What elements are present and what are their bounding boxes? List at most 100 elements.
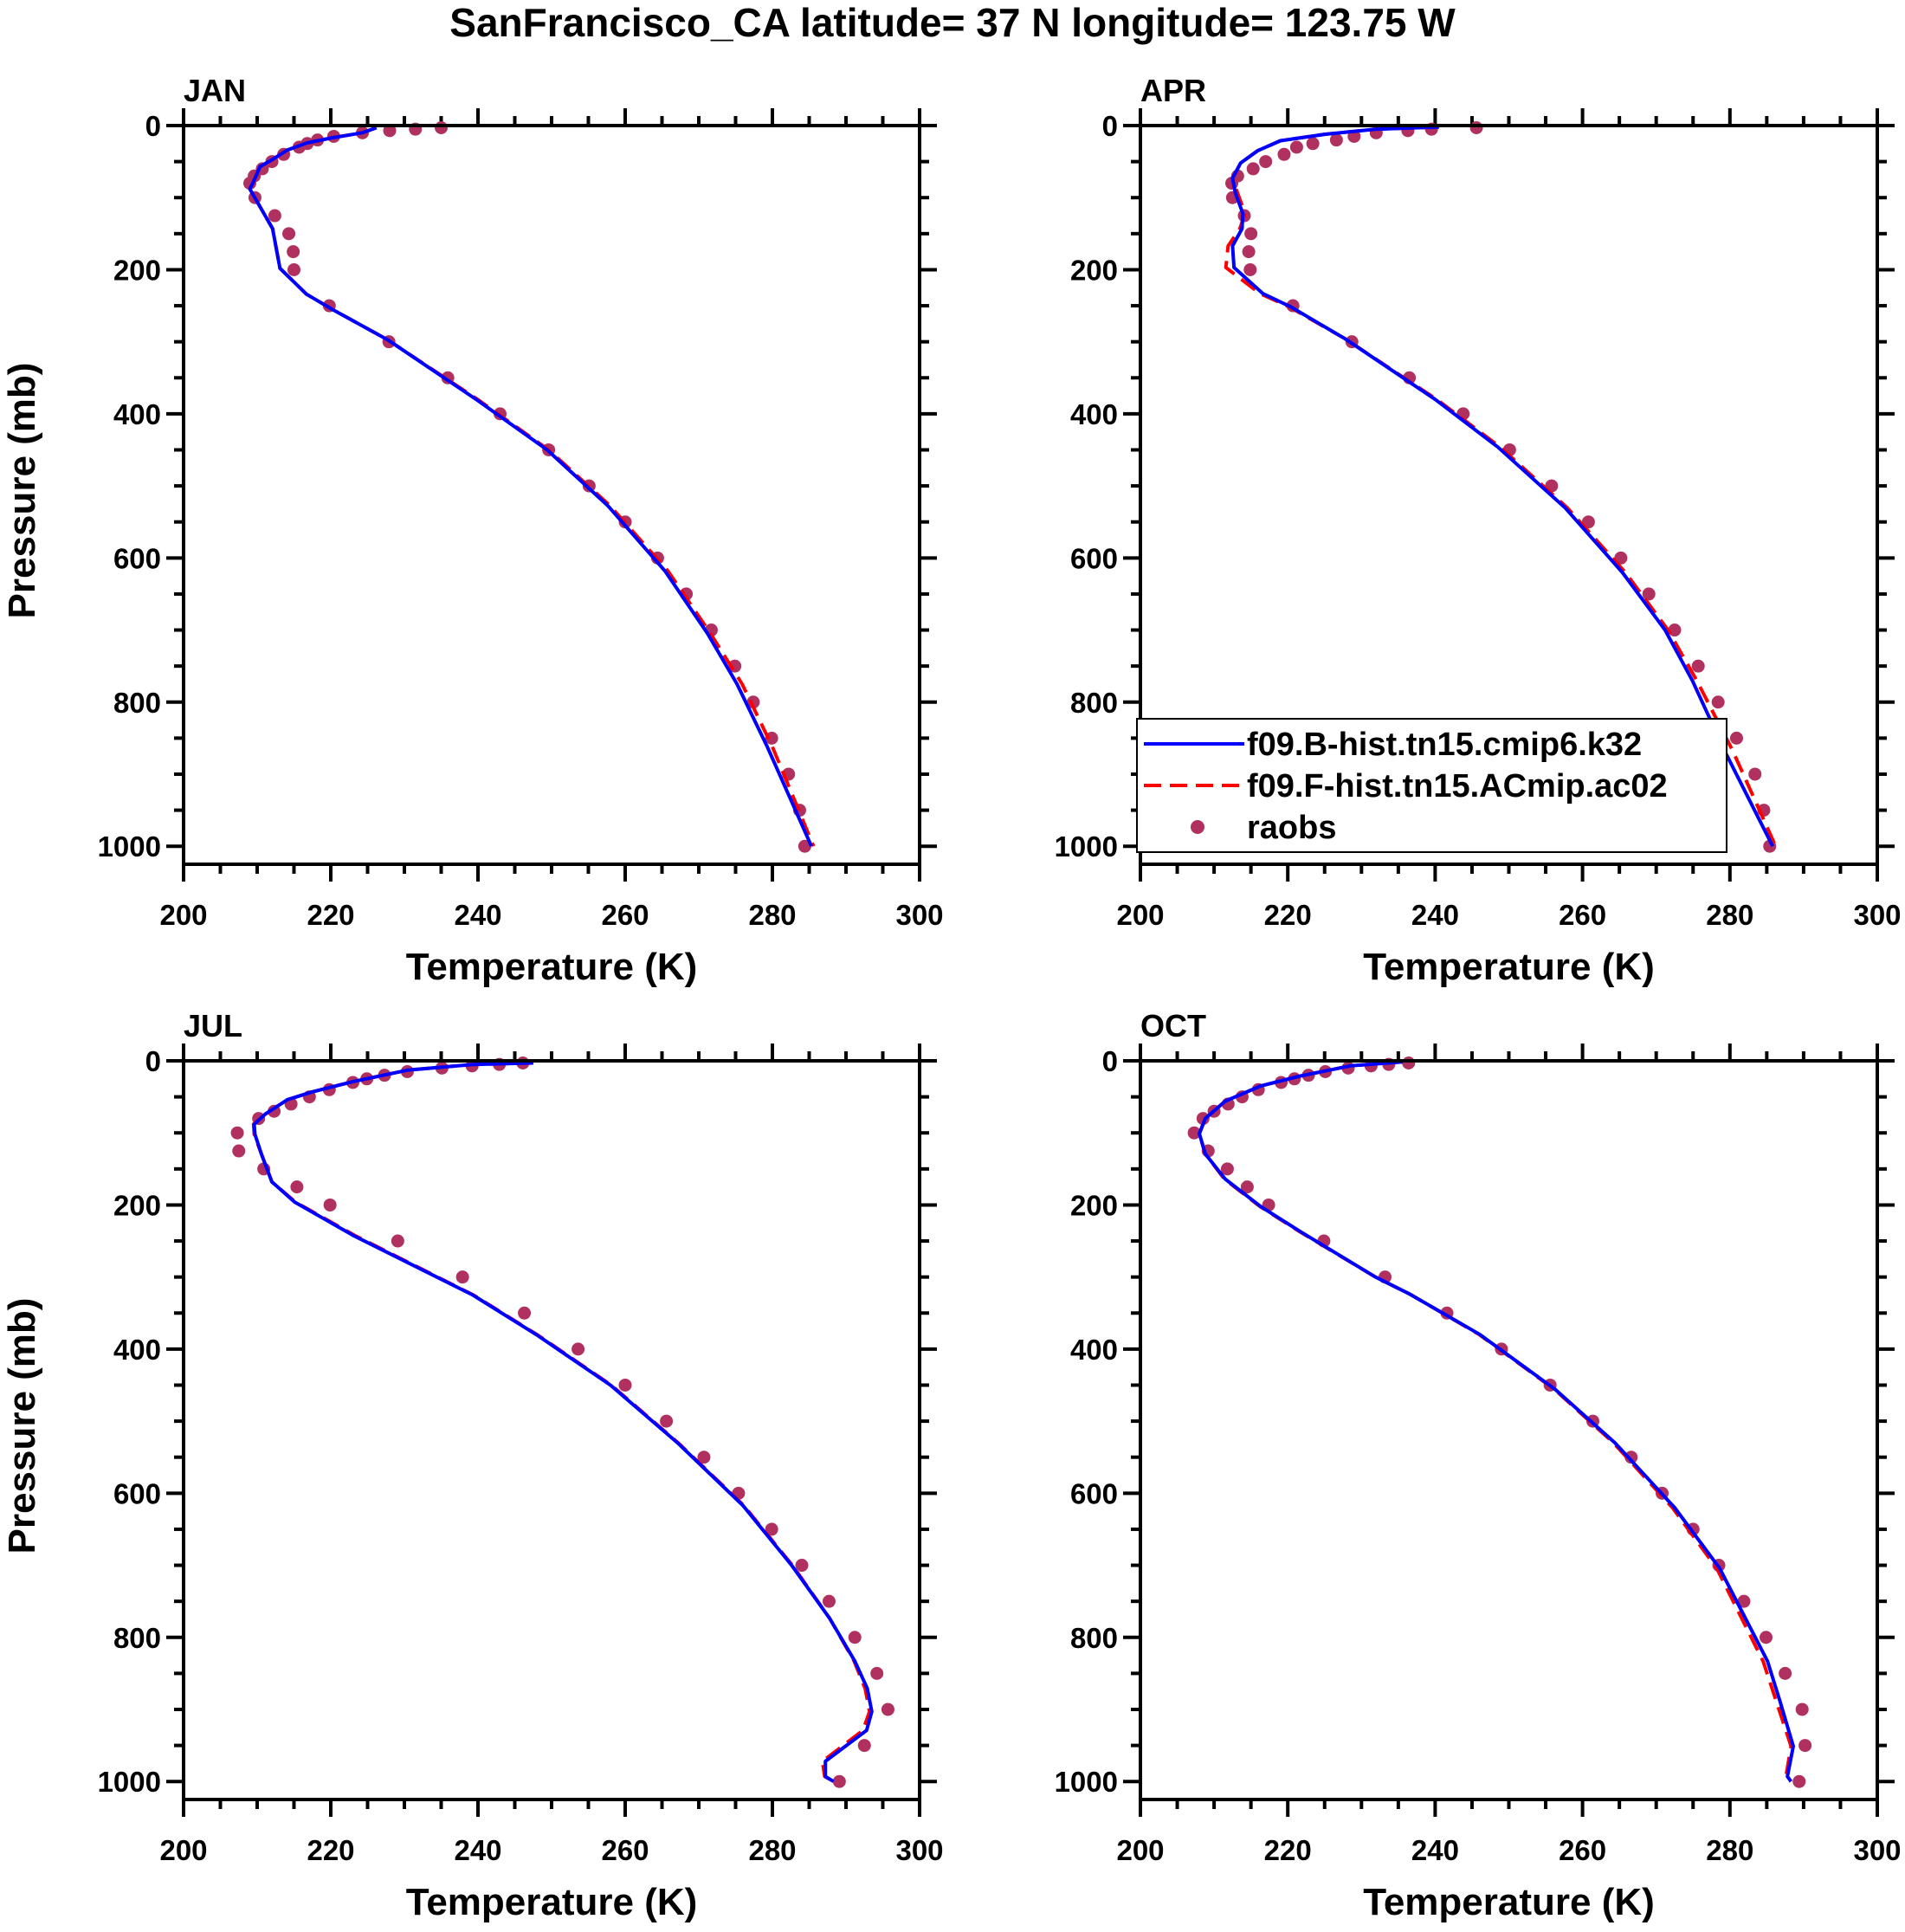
raobs-marker (1795, 1703, 1809, 1716)
x-tick-label: 280 (748, 1834, 796, 1866)
panel-label: OCT (1140, 1008, 1206, 1044)
raobs-marker (1792, 1774, 1806, 1788)
raobs-marker (1624, 1451, 1638, 1464)
plot-area (243, 120, 816, 853)
x-tick-label: 300 (1853, 1834, 1901, 1866)
y-tick-label: 800 (1070, 1622, 1118, 1654)
x-tick-label: 280 (1706, 1834, 1753, 1866)
raobs-marker (323, 1198, 337, 1212)
x-tick-label: 260 (601, 899, 649, 931)
raobs-marker (1259, 155, 1273, 169)
panel-jan: JAN 200 220 240 260 280 300 0 200 400 600 800 1000 Te… (1, 73, 944, 988)
raobs-markers (243, 120, 811, 853)
raobs-marker (822, 1594, 836, 1608)
y-tick-label: 200 (113, 1189, 161, 1221)
y-tick-label: 400 (1070, 398, 1118, 430)
y-tick-label: 0 (1102, 1045, 1118, 1077)
raobs-marker (1306, 137, 1320, 151)
y-tick-label: 200 (1070, 254, 1118, 286)
y-tick-label: 600 (113, 1477, 161, 1509)
raobs-marker (1729, 731, 1743, 745)
x-tick-label: 220 (307, 1834, 354, 1866)
raobs-marker (518, 1306, 532, 1320)
raobs-marker (848, 1631, 862, 1644)
x-tick-label: 260 (1559, 1834, 1606, 1866)
raobs-marker (1329, 133, 1343, 147)
x-tick-label: 220 (307, 899, 354, 931)
panels: JAN 200 220 240 260 280 300 0 200 400 600 800 1000 Te… (1, 73, 1902, 1923)
raobs-marker (870, 1666, 884, 1680)
tick-marks (166, 1044, 937, 1817)
y-tick-label: 400 (113, 398, 161, 430)
raobs-markers (1187, 1056, 1812, 1788)
raobs-markers (230, 1056, 894, 1788)
x-tick-label: 280 (748, 899, 796, 931)
plot-frame (1139, 1059, 1879, 1801)
raobs-marker (1242, 245, 1256, 259)
y-tick-label: 0 (145, 110, 161, 142)
raobs-marker (660, 1414, 674, 1428)
raobs-marker (1711, 695, 1725, 709)
panel-apr: APR 200 220 240 260 280 300 0 200 400 600 800 1000 Te… (1055, 73, 1902, 988)
raobs-marker (1614, 551, 1628, 565)
raobs-marker (1668, 624, 1682, 637)
raobs-marker (1244, 227, 1258, 241)
raobs-marker (1289, 140, 1303, 154)
x-axis-title: Temperature (K) (406, 946, 698, 988)
panel-label: JAN (184, 73, 246, 108)
plot-area (1224, 120, 1778, 853)
raobs-marker (1277, 147, 1291, 161)
y-tick-label: 1000 (1055, 830, 1118, 863)
raobs-marker (1642, 587, 1656, 601)
y-tick-label: 800 (113, 1622, 161, 1654)
raobs-marker (290, 1180, 304, 1194)
raobs-marker (1402, 1056, 1416, 1069)
raobs-marker (287, 245, 300, 259)
raobs-marker (268, 209, 281, 223)
x-axis-title: Temperature (K) (406, 1881, 698, 1923)
y-tick-label: 600 (1070, 1477, 1118, 1509)
raobs-marker (765, 1522, 778, 1536)
y-tick-label: 200 (1070, 1189, 1118, 1221)
x-tick-label: 260 (601, 1834, 649, 1866)
raobs-marker (746, 695, 760, 709)
panel-jul: JUL 200 220 240 260 280 300 0 200 400 600 800 1000 Te… (1, 1008, 944, 1923)
raobs-marker (1798, 1739, 1812, 1753)
series-line-b-hist (248, 126, 813, 848)
series-line-f-hist (251, 1061, 872, 1783)
series-line-f-hist (1198, 1060, 1793, 1783)
raobs-marker (1779, 1666, 1792, 1680)
raobs-marker (798, 839, 811, 853)
y-tick-label: 400 (113, 1334, 161, 1366)
x-tick-label: 200 (159, 1834, 207, 1866)
raobs-marker (1469, 120, 1483, 134)
y-tick-label: 800 (113, 687, 161, 719)
x-tick-label: 200 (1116, 899, 1164, 931)
y-tick-label: 600 (113, 542, 161, 574)
plot-frame (1139, 124, 1879, 866)
raobs-marker (1737, 1594, 1751, 1608)
series-line-b-hist (252, 1061, 874, 1783)
raobs-marker (1691, 659, 1705, 673)
x-tick-label: 240 (1411, 1834, 1459, 1866)
series-line-f-hist (248, 126, 816, 847)
y-tick-label: 800 (1070, 687, 1118, 719)
raobs-marker (572, 1342, 585, 1356)
plot-frame (182, 1059, 921, 1801)
x-tick-label: 280 (1706, 899, 1753, 931)
y-tick-label: 1000 (98, 1766, 161, 1798)
y-tick-label: 400 (1070, 1334, 1118, 1366)
raobs-marker (1759, 1631, 1773, 1644)
raobs-marker (881, 1703, 894, 1716)
y-tick-label: 0 (1102, 110, 1118, 142)
y-tick-label: 1000 (98, 830, 161, 863)
raobs-marker (435, 120, 448, 134)
x-tick-label: 260 (1559, 899, 1606, 931)
raobs-marker (795, 1559, 809, 1573)
y-axis-title: Pressure (mb) (1, 1298, 43, 1554)
raobs-marker (832, 1774, 846, 1788)
x-tick-label: 220 (1264, 899, 1312, 931)
y-tick-label: 200 (113, 254, 161, 286)
legend: f09.B-hist.tn15.cmip6.k32 f09.F-hist.tn15… (1136, 718, 1727, 853)
raobs-marker (1246, 162, 1260, 176)
